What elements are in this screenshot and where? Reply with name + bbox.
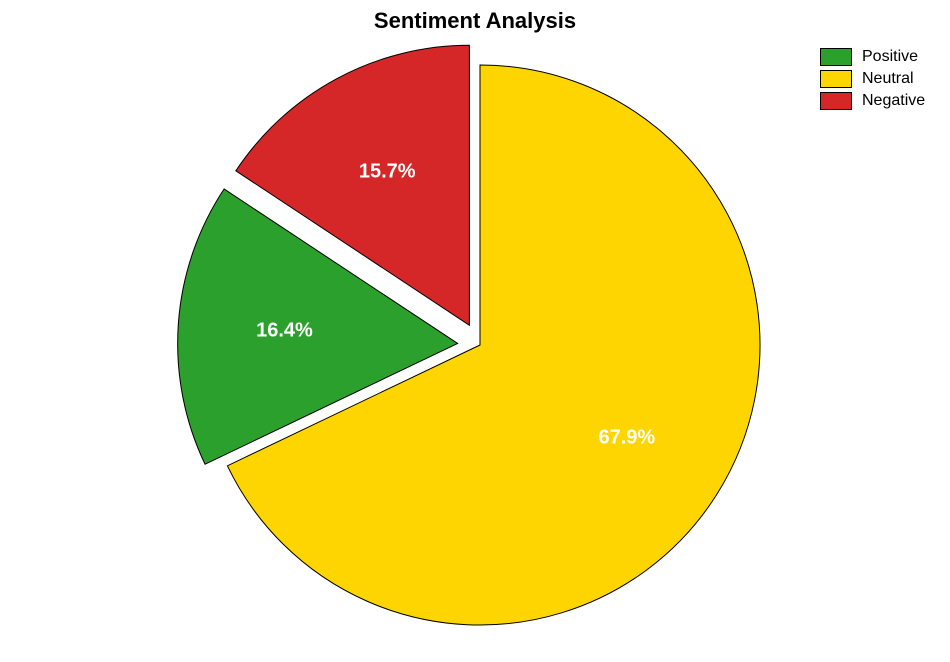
legend-swatch-negative (820, 92, 852, 110)
legend-label-negative: Negative (862, 92, 925, 110)
legend-item-positive: Positive (820, 48, 925, 66)
legend: Positive Neutral Negative (820, 48, 925, 114)
legend-swatch-positive (820, 48, 852, 66)
slice-label-negative: 15.7% (359, 161, 416, 184)
legend-item-negative: Negative (820, 92, 925, 110)
pie-chart (0, 0, 950, 662)
legend-label-neutral: Neutral (862, 70, 914, 88)
legend-label-positive: Positive (862, 48, 918, 66)
slice-label-neutral: 67.9% (599, 426, 656, 449)
legend-swatch-neutral (820, 70, 852, 88)
legend-item-neutral: Neutral (820, 70, 925, 88)
slice-label-positive: 16.4% (256, 320, 313, 343)
